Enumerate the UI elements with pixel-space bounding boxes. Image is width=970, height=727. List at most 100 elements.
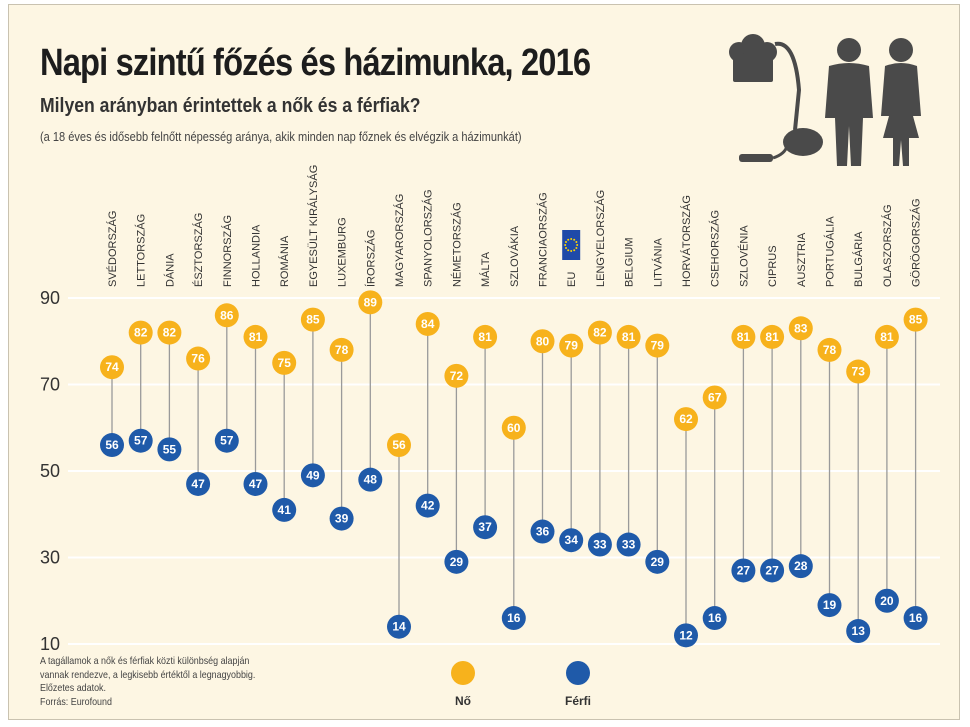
men-point bbox=[501, 606, 526, 631]
legend-men-label: Férfi bbox=[565, 694, 591, 708]
men-value-label: 47 bbox=[249, 477, 263, 491]
men-point bbox=[817, 593, 842, 618]
men-value-label: 39 bbox=[335, 512, 349, 526]
women-point bbox=[415, 311, 440, 336]
men-value-label: 16 bbox=[507, 611, 521, 625]
women-value-label: 82 bbox=[593, 326, 607, 340]
connector-layer bbox=[111, 302, 917, 636]
men-point bbox=[846, 619, 871, 644]
country-label: GÖRÖGORSZÁG bbox=[910, 198, 923, 287]
eu-star bbox=[573, 238, 576, 241]
country-label: ROMÁNIA bbox=[278, 235, 291, 287]
country-label: SZLOVÉNIA bbox=[737, 225, 750, 287]
women-value-label: 62 bbox=[679, 412, 693, 426]
eu-star bbox=[567, 249, 570, 252]
country-label: BELGIUM bbox=[624, 237, 636, 287]
eu-star bbox=[573, 249, 576, 252]
women-point bbox=[358, 290, 383, 315]
women-value-label: 81 bbox=[478, 330, 492, 344]
country-label: SVÉDORSZÁG bbox=[106, 211, 119, 287]
men-point bbox=[559, 528, 584, 553]
women-point bbox=[214, 303, 239, 328]
country-label: FINNORSZÁG bbox=[221, 215, 234, 287]
women-value-label: 79 bbox=[651, 339, 665, 353]
men-point bbox=[903, 606, 928, 631]
country-label: SZLOVÁKIA bbox=[508, 225, 521, 287]
country-label: CSEHORSZÁG bbox=[709, 210, 722, 287]
men-point bbox=[702, 606, 727, 631]
country-label: HORVÁTORSZÁG bbox=[680, 195, 693, 287]
men-value-label: 56 bbox=[105, 438, 119, 452]
women-point bbox=[846, 359, 871, 384]
men-value-label: 36 bbox=[536, 525, 550, 539]
women-value-label: 85 bbox=[306, 313, 320, 327]
country-label: PORTUGÁLIA bbox=[824, 216, 837, 287]
women-value-label: 78 bbox=[823, 343, 837, 357]
men-point bbox=[358, 467, 383, 492]
footnote-line: Előzetes adatok. bbox=[40, 682, 106, 694]
eu-star bbox=[570, 238, 573, 240]
chef-hat-icon bbox=[729, 34, 777, 82]
women-point bbox=[788, 316, 813, 341]
men-point bbox=[788, 554, 813, 579]
women-point bbox=[817, 337, 842, 362]
men-point bbox=[329, 506, 354, 531]
y-tick-label: 10 bbox=[40, 634, 60, 654]
men-value-label: 12 bbox=[679, 628, 693, 642]
men-value-label: 29 bbox=[450, 555, 464, 569]
footnote-line: Forrás: Eurofound bbox=[40, 695, 112, 708]
men-value-label: 16 bbox=[708, 611, 722, 625]
country-label: LUXEMBURG bbox=[337, 217, 349, 287]
men-point bbox=[760, 558, 785, 583]
men-value-label: 33 bbox=[622, 538, 636, 552]
women-value-label: 72 bbox=[450, 369, 464, 383]
men-value-label: 57 bbox=[220, 434, 234, 448]
men-value-label: 20 bbox=[880, 594, 894, 608]
women-value-label: 67 bbox=[708, 390, 722, 404]
chart-note: (a 18 éves és idősebb felnőtt népesség a… bbox=[40, 129, 522, 144]
y-tick-label: 90 bbox=[40, 288, 60, 308]
eu-star bbox=[565, 247, 568, 249]
women-point bbox=[903, 307, 928, 332]
country-label: ÉSZTORSZÁG bbox=[192, 213, 205, 287]
women-point bbox=[128, 320, 153, 345]
women-value-label: 60 bbox=[507, 421, 521, 435]
country-label: LETTORSZÁG bbox=[135, 214, 148, 287]
men-value-label: 49 bbox=[306, 468, 320, 482]
household-illustration bbox=[729, 34, 921, 166]
men-point bbox=[214, 428, 239, 453]
country-label: BULGÁRIA bbox=[852, 231, 865, 287]
women-value-label: 81 bbox=[880, 330, 894, 344]
women-point bbox=[329, 337, 354, 362]
women-value-label: 81 bbox=[622, 330, 636, 344]
men-value-label: 13 bbox=[852, 624, 866, 638]
women-point bbox=[587, 320, 612, 345]
women-value-label: 83 bbox=[794, 321, 808, 335]
eu-flag-rect bbox=[562, 230, 581, 260]
legend-women-label: Nő bbox=[455, 694, 471, 708]
vacuum-cleaner-icon bbox=[739, 41, 823, 162]
y-tick-label: 50 bbox=[40, 461, 60, 481]
country-label: HOLLANDIA bbox=[251, 224, 263, 287]
women-point bbox=[243, 324, 268, 349]
women-value-label: 73 bbox=[852, 365, 866, 379]
chart-subtitle: Milyen arányban érintettek a nők és a fé… bbox=[40, 95, 421, 117]
country-label: LITVÁNIA bbox=[651, 237, 664, 287]
country-label: AUSZTRIA bbox=[796, 232, 808, 287]
men-point bbox=[473, 515, 498, 540]
women-value-label: 74 bbox=[105, 360, 119, 374]
men-point bbox=[731, 558, 756, 583]
women-point bbox=[100, 355, 124, 380]
men-value-label: 47 bbox=[191, 477, 205, 491]
women-value-label: 76 bbox=[191, 352, 205, 366]
men-point bbox=[100, 433, 124, 458]
women-point bbox=[186, 346, 211, 371]
men-point bbox=[300, 463, 325, 488]
women-value-label: 78 bbox=[335, 343, 349, 357]
man-figure-icon bbox=[825, 38, 873, 166]
men-point bbox=[444, 549, 469, 574]
country-label: LENGYELORSZÁG bbox=[594, 190, 607, 287]
women-point bbox=[530, 329, 555, 354]
women-value-label: 81 bbox=[249, 330, 263, 344]
eu-flag-icon bbox=[562, 230, 581, 260]
